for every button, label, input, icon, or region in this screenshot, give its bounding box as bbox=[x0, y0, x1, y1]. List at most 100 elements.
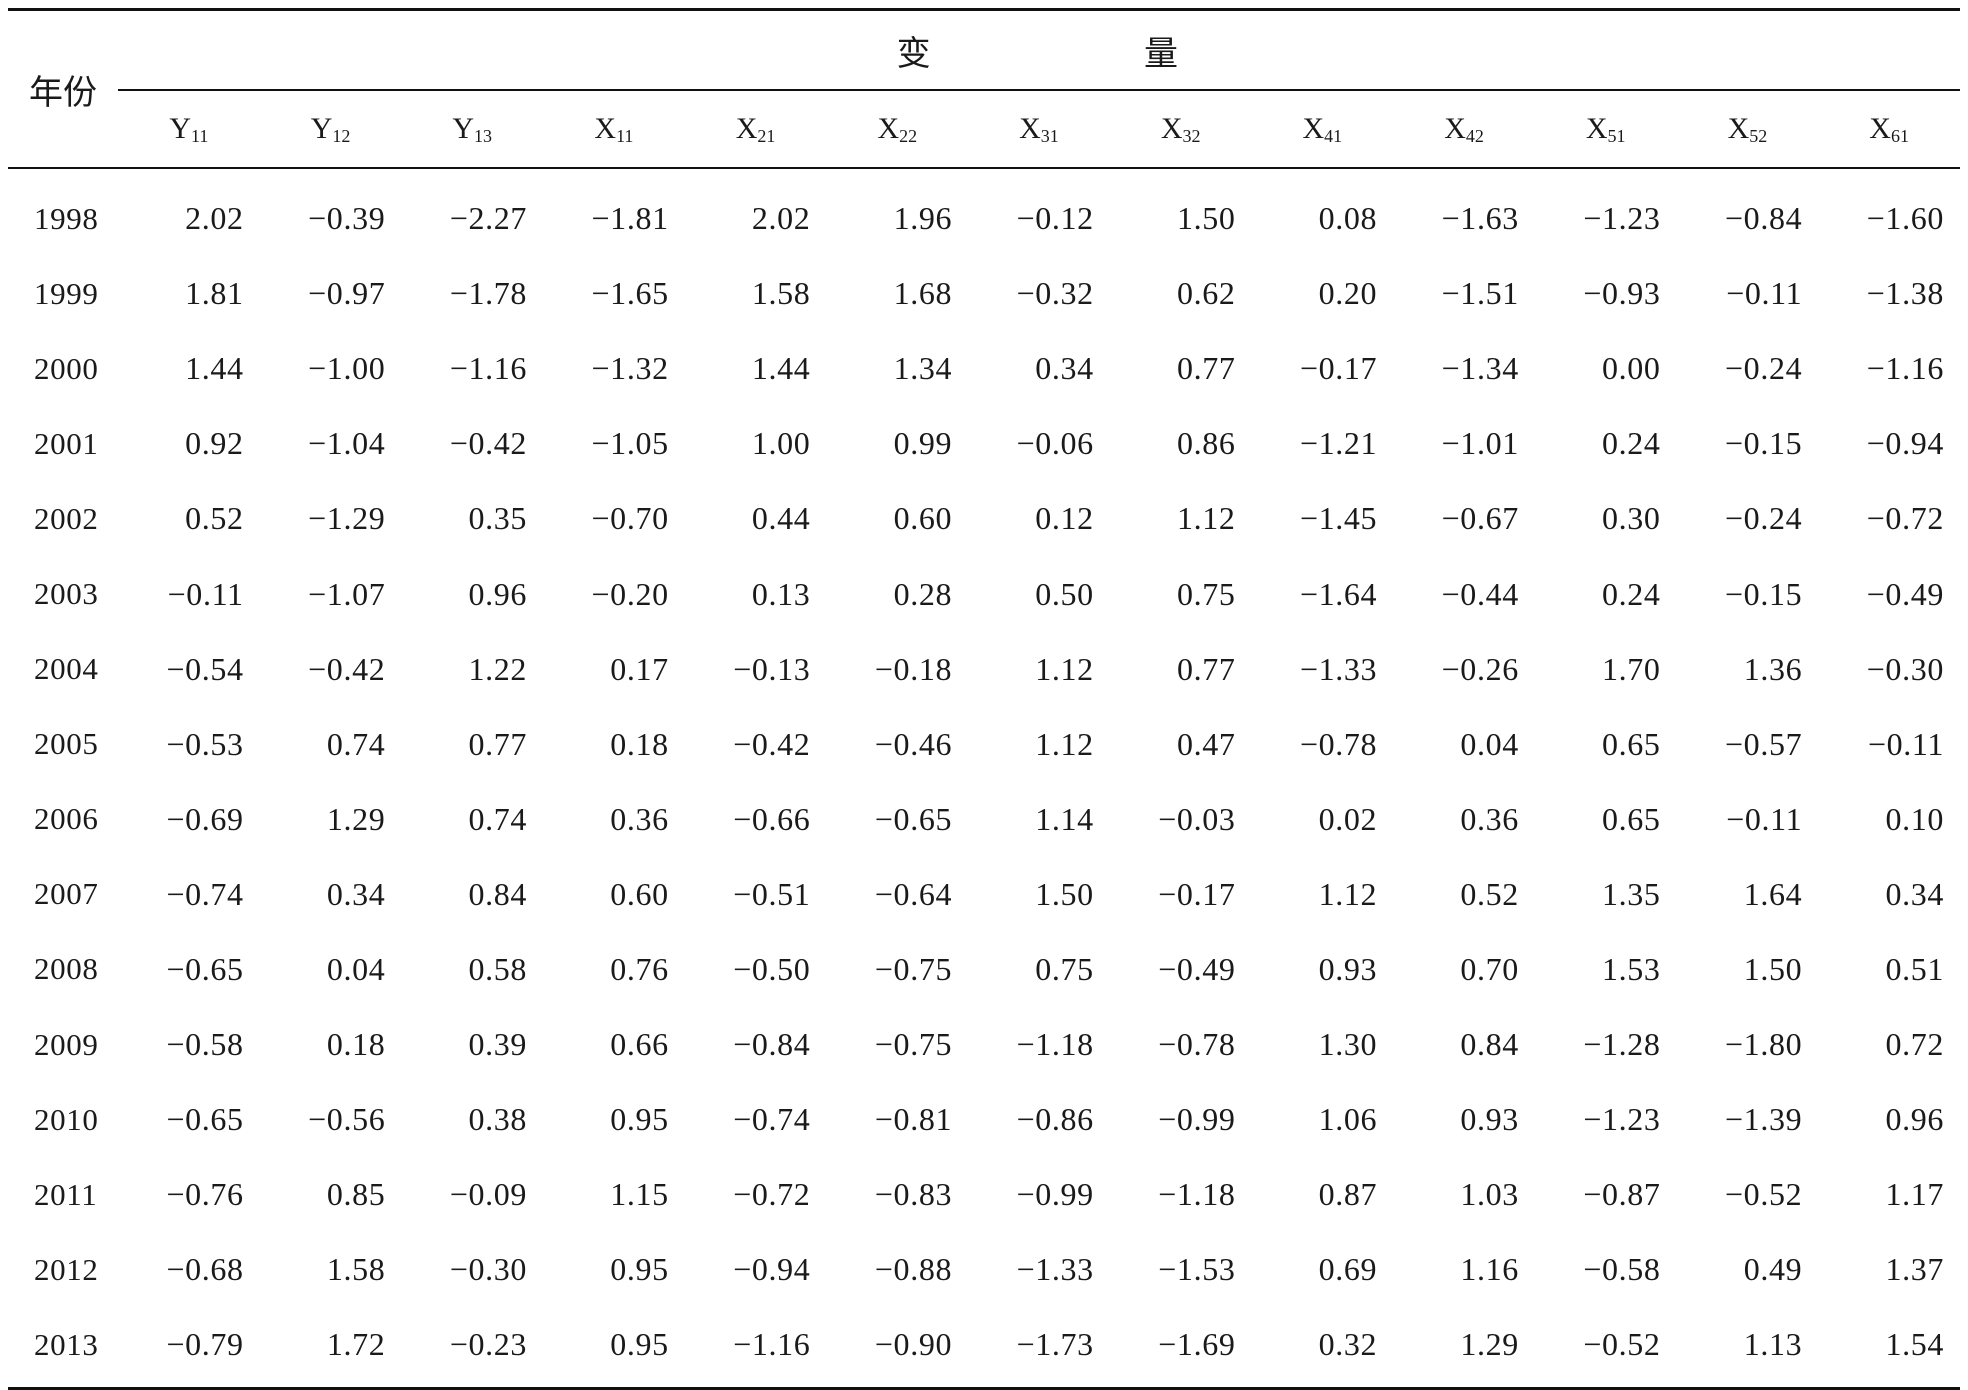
value-cell: −0.50 bbox=[733, 950, 811, 987]
variable-column-header: X31 bbox=[968, 90, 1110, 169]
table-row: 2000 1.44 −1.00 −1.16 −1.32 1.44 1.34 0.34 0.77 −… bbox=[8, 331, 1960, 406]
value-cell: 0.95 bbox=[543, 1307, 685, 1390]
value-cell: 0.02 bbox=[1318, 800, 1378, 837]
value-cell: 0.50 bbox=[1035, 575, 1094, 612]
value-cell: −0.11 bbox=[167, 575, 244, 612]
variable-subscript: 61 bbox=[1890, 125, 1909, 146]
table-row: 2002 0.52 −1.29 0.35 −0.70 0.44 0.60 0.12 1.12 −1… bbox=[8, 481, 1960, 556]
value-cell: 1.22 bbox=[468, 650, 528, 687]
value-cell: 0.35 bbox=[468, 500, 528, 537]
value-cell: 0.38 bbox=[468, 1101, 528, 1138]
value-cell: 0.47 bbox=[1176, 725, 1236, 762]
value-cell: −0.53 bbox=[166, 725, 244, 762]
value-cell: 0.95 bbox=[610, 1101, 669, 1138]
value-cell: −0.78 bbox=[1299, 725, 1378, 762]
value-cell: −0.86 bbox=[1016, 1101, 1094, 1138]
value-cell: 0.92 bbox=[185, 425, 244, 462]
value-cell: −0.11 bbox=[1726, 275, 1803, 312]
value-cell: 0.84 bbox=[1460, 1026, 1519, 1063]
value-cell: 0.96 bbox=[1885, 1101, 1944, 1138]
variable-column-header: Y12 bbox=[259, 90, 402, 169]
value-cell: 0.87 bbox=[1318, 1176, 1378, 1213]
value-cell: 0.20 bbox=[1318, 275, 1378, 312]
value-cell: 1.44 bbox=[751, 350, 811, 387]
value-cell: 0.75 bbox=[1176, 575, 1236, 612]
value-cell: −0.46 bbox=[874, 725, 953, 762]
variable-symbol: X bbox=[1444, 111, 1466, 145]
value-cell: 1.03 bbox=[1460, 1176, 1519, 1213]
value-cell: 1.17 bbox=[1885, 1176, 1944, 1213]
value-cell: −0.74 bbox=[166, 875, 244, 912]
value-cell: −1.28 bbox=[1583, 1026, 1661, 1063]
value-cell: 2.02 bbox=[751, 200, 811, 237]
value-cell: −0.99 bbox=[1016, 1176, 1094, 1213]
value-cell: 0.99 bbox=[893, 425, 953, 462]
value-cell: 0.28 bbox=[893, 575, 953, 612]
table-row: 2005 −0.53 0.74 0.77 0.18 −0.42 −0.46 1.12 0.47 −… bbox=[8, 707, 1960, 782]
variable-subscript: 11 bbox=[616, 125, 634, 146]
value-cell: 1.06 bbox=[1318, 1101, 1378, 1138]
variable-subscript: 11 bbox=[191, 125, 209, 146]
value-cell: 0.74 bbox=[468, 800, 528, 837]
value-cell: −0.90 bbox=[826, 1307, 969, 1390]
variable-column-header: Y13 bbox=[401, 90, 544, 169]
value-cell: −0.97 bbox=[308, 275, 386, 312]
value-cell: −0.75 bbox=[874, 950, 953, 987]
value-cell: 1.12 bbox=[1035, 725, 1094, 762]
value-cell: 0.18 bbox=[326, 1026, 386, 1063]
value-cell: −0.30 bbox=[1866, 650, 1944, 687]
table-row: 2004 −0.54 −0.42 1.22 0.17 −0.13 −0.18 1.12 0.77… bbox=[8, 632, 1960, 707]
value-cell: −1.63 bbox=[1441, 200, 1519, 237]
value-cell: 0.84 bbox=[468, 875, 528, 912]
year-cell: 2009 bbox=[34, 1026, 99, 1062]
value-cell: −0.58 bbox=[1583, 1251, 1661, 1288]
variable-symbol: X bbox=[1585, 111, 1608, 145]
value-cell: 1.50 bbox=[1176, 200, 1236, 237]
value-cell: −1.73 bbox=[968, 1307, 1110, 1390]
value-cell: 1.72 bbox=[259, 1307, 402, 1390]
variable-subscript: 51 bbox=[1607, 125, 1626, 146]
variable-symbol: X bbox=[735, 111, 758, 145]
variable-subscript: 13 bbox=[474, 125, 493, 146]
year-cell: 2004 bbox=[34, 651, 99, 687]
value-cell: −0.39 bbox=[308, 200, 386, 237]
value-cell: −1.32 bbox=[591, 350, 669, 387]
variable-column-header: X11 bbox=[543, 90, 685, 169]
value-cell: 1.58 bbox=[326, 1251, 386, 1288]
value-cell: −0.94 bbox=[1866, 425, 1944, 462]
value-cell: −0.81 bbox=[874, 1101, 953, 1138]
value-cell: 1.53 bbox=[1602, 950, 1661, 987]
value-cell: −0.66 bbox=[733, 800, 811, 837]
year-cell: 2000 bbox=[34, 350, 99, 386]
value-cell: 0.96 bbox=[468, 575, 528, 612]
value-cell: 1.00 bbox=[751, 425, 811, 462]
table-body: 1998 2.02 −0.39 −2.27 −1.81 2.02 1.96 −0.12 1.50… bbox=[8, 168, 1960, 1390]
year-column-header: 年份 bbox=[8, 8, 118, 169]
value-cell: −1.16 bbox=[1866, 350, 1944, 387]
value-cell: −1.45 bbox=[1299, 500, 1378, 537]
year-cell: 2002 bbox=[34, 500, 99, 536]
variable-column-header: X41 bbox=[1251, 90, 1394, 169]
value-cell: 0.49 bbox=[1743, 1251, 1803, 1288]
variables-group-header: 变量 bbox=[118, 8, 1960, 91]
value-cell: −0.72 bbox=[733, 1176, 811, 1213]
table-row: 2003 −0.11 −1.07 0.96 −0.20 0.13 0.28 0.50 0.75 −… bbox=[8, 556, 1960, 631]
value-cell: −0.54 bbox=[166, 650, 244, 687]
value-cell: 1.13 bbox=[1676, 1307, 1819, 1390]
value-cell: 1.44 bbox=[185, 350, 244, 387]
value-cell: 0.52 bbox=[185, 500, 244, 537]
value-cell: 0.93 bbox=[1460, 1101, 1519, 1138]
value-cell: −1.01 bbox=[1441, 425, 1519, 462]
value-cell: −0.24 bbox=[1725, 500, 1803, 537]
value-cell: 0.24 bbox=[1602, 425, 1661, 462]
value-cell: 0.08 bbox=[1318, 200, 1378, 237]
value-cell: −0.03 bbox=[1158, 800, 1236, 837]
value-cell: 0.12 bbox=[1035, 500, 1094, 537]
year-cell: 2001 bbox=[34, 425, 99, 461]
variable-column-header: X61 bbox=[1818, 90, 1960, 169]
value-cell: −0.57 bbox=[1725, 725, 1803, 762]
value-cell: 1.16 bbox=[1460, 1251, 1519, 1288]
value-cell: −0.49 bbox=[1866, 575, 1944, 612]
value-cell: 0.39 bbox=[468, 1026, 528, 1063]
value-cell: −0.42 bbox=[733, 725, 811, 762]
